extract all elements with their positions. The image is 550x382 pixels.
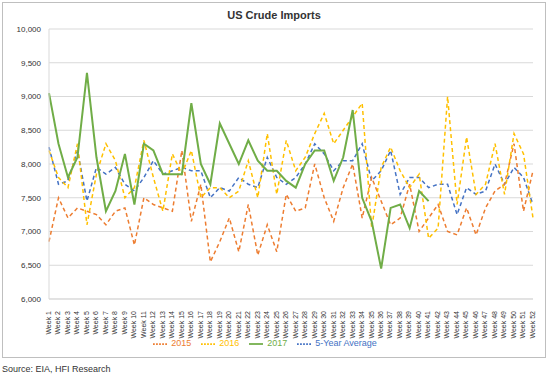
svg-text:Week 17: Week 17 bbox=[197, 311, 204, 339]
svg-text:9,000: 9,000 bbox=[21, 92, 42, 101]
svg-text:7,000: 7,000 bbox=[21, 227, 42, 236]
svg-text:Week 40: Week 40 bbox=[415, 311, 422, 339]
svg-text:Week 34: Week 34 bbox=[358, 311, 365, 339]
html-text:5-Year Average: 5-Year Average bbox=[315, 338, 377, 349]
svg-text:Week 6: Week 6 bbox=[92, 311, 99, 335]
svg-text:Week 20: Week 20 bbox=[225, 311, 232, 339]
html-text:US Crude Imports: US Crude Imports bbox=[227, 9, 321, 21]
html-text:Source: EIA, HFI Research: Source: EIA, HFI Research bbox=[2, 364, 111, 374]
svg-text:Week 24: Week 24 bbox=[263, 311, 270, 339]
svg-text:Week 39: Week 39 bbox=[405, 311, 412, 339]
svg-text:Week 32: Week 32 bbox=[339, 311, 346, 339]
svg-text:6,000: 6,000 bbox=[21, 295, 42, 304]
svg-text:Week 42: Week 42 bbox=[434, 311, 441, 339]
svg-text:Week 16: Week 16 bbox=[187, 311, 194, 339]
svg-text:Week 5: Week 5 bbox=[83, 311, 90, 335]
svg-text:Week 36: Week 36 bbox=[377, 311, 384, 339]
svg-text:Week 31: Week 31 bbox=[330, 311, 337, 339]
svg-text:Week 35: Week 35 bbox=[368, 311, 375, 339]
svg-text:Week 10: Week 10 bbox=[130, 311, 137, 339]
svg-text:Week 13: Week 13 bbox=[159, 311, 166, 339]
svg-text:Week 19: Week 19 bbox=[216, 311, 223, 339]
svg-text:Week 49: Week 49 bbox=[500, 311, 507, 339]
svg-text:6,500: 6,500 bbox=[21, 261, 42, 270]
svg-text:Week 9: Week 9 bbox=[121, 311, 128, 335]
svg-text:Week 30: Week 30 bbox=[320, 311, 327, 339]
svg-text:Week 48: Week 48 bbox=[491, 311, 498, 339]
svg-text:Week 14: Week 14 bbox=[168, 311, 175, 339]
svg-text:Week 51: Week 51 bbox=[519, 311, 526, 339]
svg-text:Week 29: Week 29 bbox=[311, 311, 318, 339]
svg-text:Week 47: Week 47 bbox=[481, 311, 488, 339]
svg-text:Week 37: Week 37 bbox=[386, 311, 393, 339]
svg-text:Week 41: Week 41 bbox=[424, 311, 431, 339]
svg-text:Week 22: Week 22 bbox=[244, 311, 251, 339]
svg-text:Week 4: Week 4 bbox=[73, 311, 80, 335]
svg-text:7,500: 7,500 bbox=[21, 194, 42, 203]
svg-text:Week 46: Week 46 bbox=[472, 311, 479, 339]
svg-text:Week 52: Week 52 bbox=[529, 311, 536, 339]
svg-text:Week 3: Week 3 bbox=[64, 311, 71, 335]
svg-text:Week 44: Week 44 bbox=[453, 311, 460, 339]
svg-text:Week 11: Week 11 bbox=[140, 311, 147, 338]
svg-text:Week 21: Week 21 bbox=[235, 311, 242, 339]
svg-text:Week 8: Week 8 bbox=[111, 311, 118, 335]
svg-text:8,000: 8,000 bbox=[21, 160, 42, 169]
svg-text:Week 38: Week 38 bbox=[396, 311, 403, 339]
svg-text:Week 2: Week 2 bbox=[54, 311, 61, 335]
svg-text:Week 23: Week 23 bbox=[254, 311, 261, 339]
html-text:2015: 2015 bbox=[171, 338, 192, 349]
svg-text:Week 7: Week 7 bbox=[102, 311, 109, 335]
svg-text:Week 25: Week 25 bbox=[273, 311, 280, 339]
svg-text:8,500: 8,500 bbox=[21, 126, 42, 135]
svg-text:Week 12: Week 12 bbox=[149, 311, 156, 339]
svg-text:10,000: 10,000 bbox=[17, 25, 42, 34]
svg-text:Week 50: Week 50 bbox=[510, 311, 517, 339]
svg-text:Week 28: Week 28 bbox=[301, 311, 308, 339]
html-text:2016: 2016 bbox=[219, 338, 240, 349]
html-text:2017: 2017 bbox=[267, 338, 288, 349]
svg-text:Week 33: Week 33 bbox=[349, 311, 356, 339]
svg-text:Week 1: Week 1 bbox=[45, 311, 52, 335]
svg-text:Week 27: Week 27 bbox=[292, 311, 299, 339]
svg-text:9,500: 9,500 bbox=[21, 59, 42, 68]
svg-text:Week 26: Week 26 bbox=[282, 311, 289, 339]
svg-text:Week 15: Week 15 bbox=[178, 311, 185, 339]
svg-text:Week 18: Week 18 bbox=[206, 311, 213, 339]
svg-text:Week 45: Week 45 bbox=[462, 311, 469, 339]
svg-text:Week 43: Week 43 bbox=[443, 311, 450, 339]
